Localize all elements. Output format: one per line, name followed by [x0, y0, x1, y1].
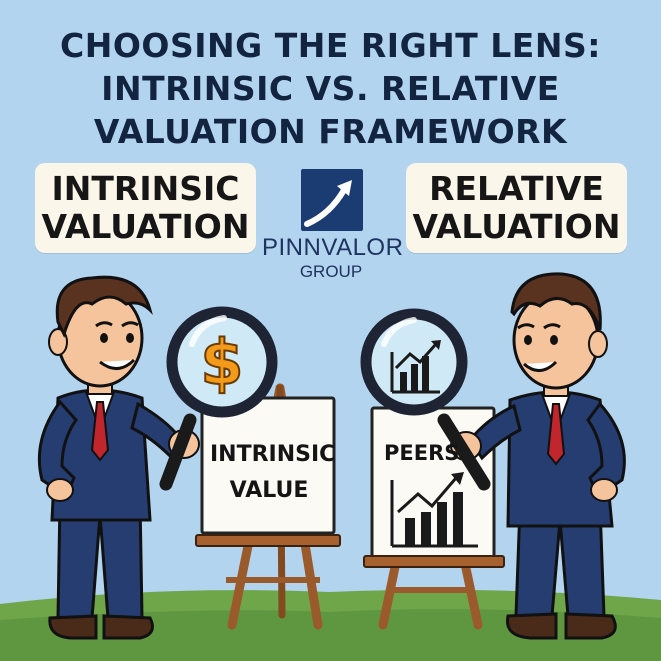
logo-subtitle: GROUP [299, 262, 363, 281]
intrinsic-label-line-1: INTRINSIC [51, 169, 240, 208]
right-easel [363, 393, 505, 630]
relative-label-line-2: VALUATION [412, 207, 621, 246]
logo-arrow-icon [301, 169, 363, 231]
title-line-2: INTRINSIC VS. RELATIVE [101, 69, 560, 108]
intrinsic-value-board: INTRINSIC VALUE [210, 437, 336, 509]
title-line-1: CHOOSING THE RIGHT LENS: [60, 26, 601, 65]
board-left-line-1: INTRINSIC [210, 442, 336, 467]
left-businessman [37, 275, 200, 640]
dollar-icon: $ [200, 326, 243, 399]
bar-chart-icon [390, 472, 478, 548]
right-businessman [450, 272, 626, 640]
page-title: CHOOSING THE RIGHT LENS: INTRINSIC VS. R… [0, 24, 661, 153]
intrinsic-label-line-2: VALUATION [41, 207, 250, 246]
logo-name: PINNVALOR [262, 234, 404, 261]
relative-label-line-1: RELATIVE [429, 169, 604, 208]
title-line-3: VALUATION FRAMEWORK [93, 112, 568, 151]
intrinsic-valuation-label: INTRINSIC VALUATION [35, 163, 256, 253]
left-easel [195, 383, 341, 630]
board-left-line-2: VALUE [229, 478, 309, 503]
relative-valuation-label: RELATIVE VALUATION [406, 163, 627, 253]
magnifying-glass-icon [159, 306, 278, 491]
peers-board: PEERS [384, 441, 460, 465]
magnifying-glass-icon [360, 308, 491, 491]
